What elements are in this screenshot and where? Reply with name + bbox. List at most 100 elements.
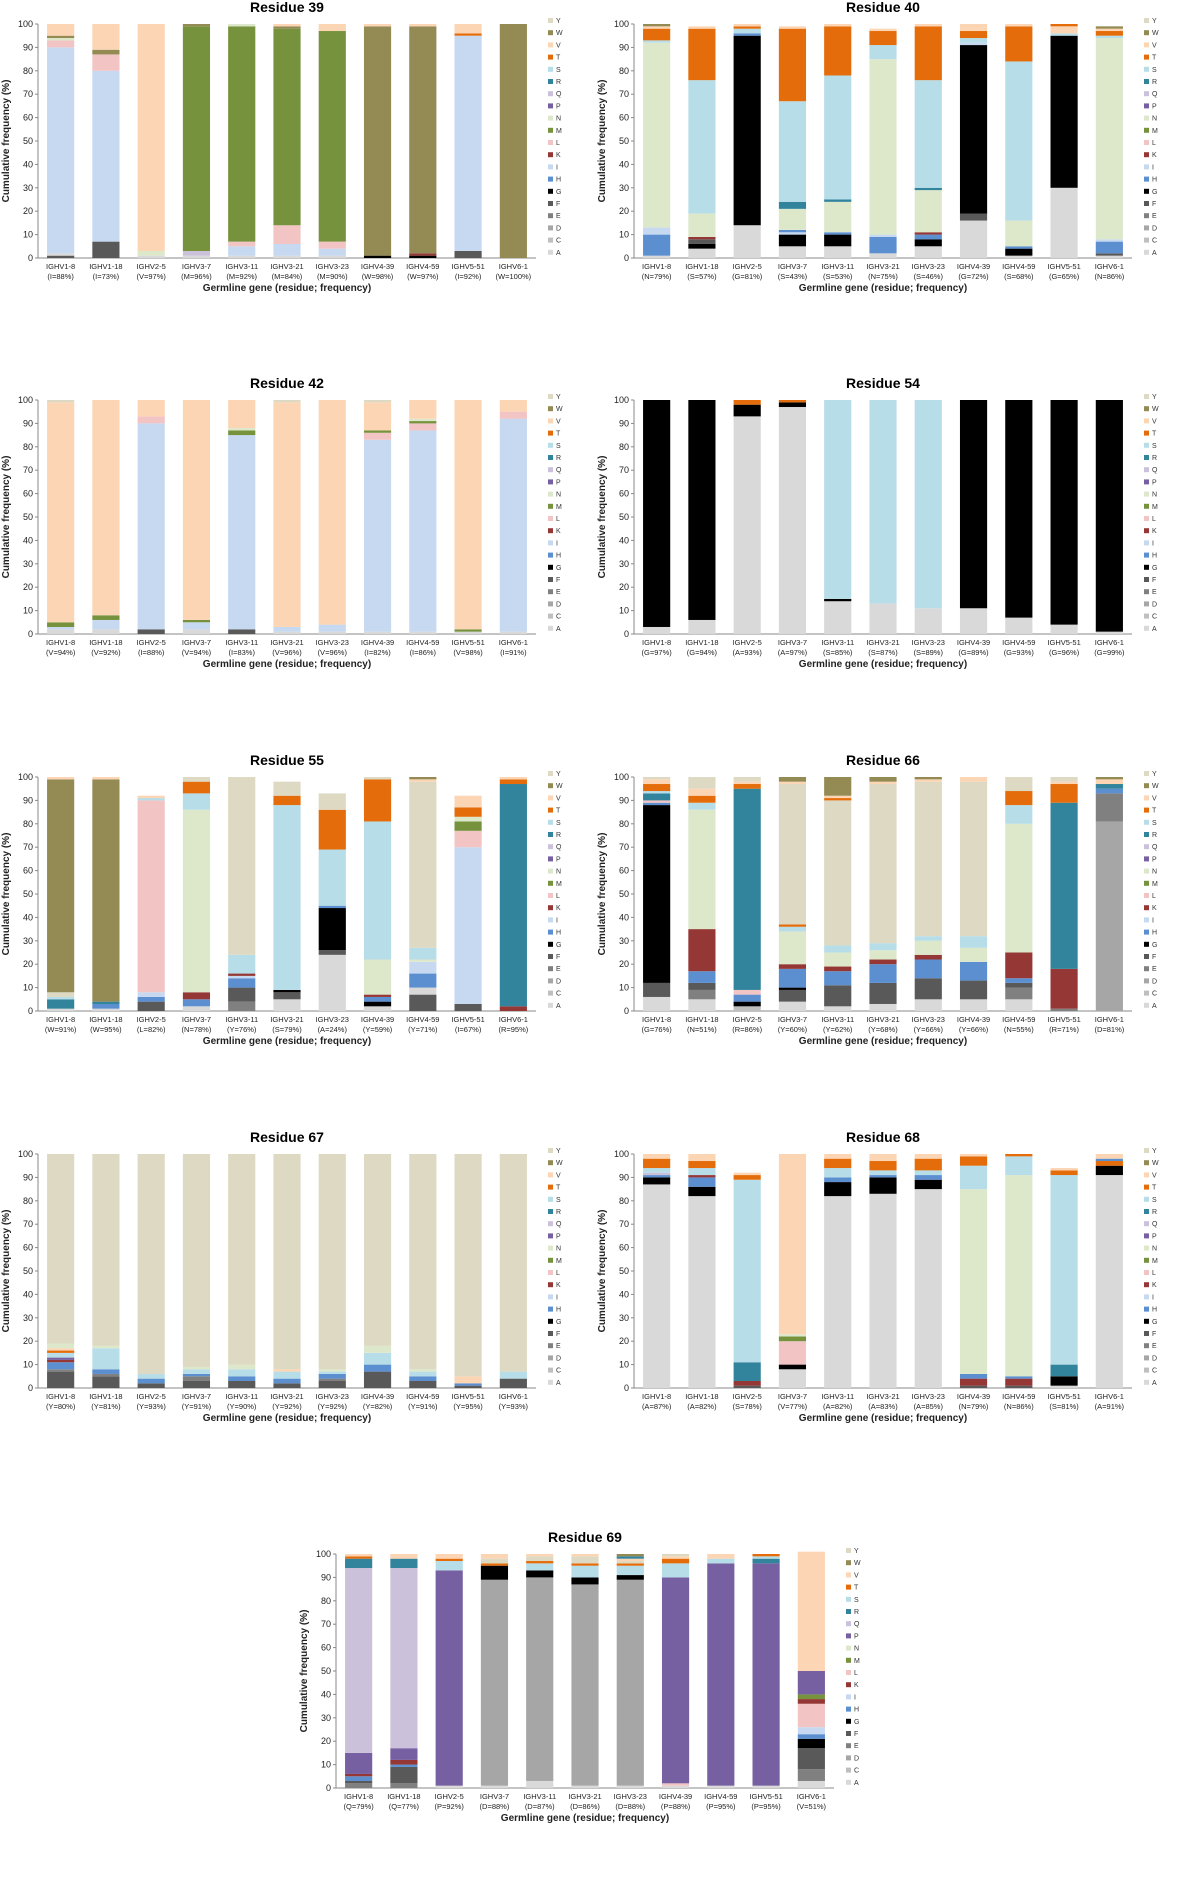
legend-swatch-D [1144, 978, 1149, 984]
bar-IGHV1-18 [92, 24, 120, 258]
bar-segment-T [1005, 26, 1033, 62]
bar-segment-R [47, 999, 75, 1009]
bar-segment-F [454, 1385, 482, 1388]
legend-label-Y: Y [556, 771, 561, 778]
bar-segment-F [318, 950, 346, 955]
x-tick-gene: IGHV3-11 [821, 1392, 854, 1401]
legend-swatch-F [548, 577, 553, 582]
bar-segment-H [959, 961, 988, 981]
bar-segment-G [824, 1182, 852, 1197]
bar-IGHV3-23 [318, 1154, 346, 1388]
legend-swatch-A [1144, 625, 1149, 631]
legend-swatch-V [548, 418, 553, 424]
bar-segment-Q [643, 1172, 671, 1176]
bar-segment-A [643, 996, 671, 1011]
legend-label-A: A [1152, 1380, 1157, 1387]
legend-swatch-D [548, 601, 553, 607]
legend-swatch-W [846, 1560, 851, 1566]
bar-segment-S [273, 1371, 301, 1379]
legend-label-H: H [1152, 930, 1157, 937]
legend-label-L: L [556, 893, 560, 900]
bar-segment-T [1005, 791, 1033, 806]
bar-segment-F [959, 1385, 988, 1388]
bar-segment-T [643, 1158, 671, 1169]
legend-label-R: R [556, 455, 561, 462]
legend-swatch-D [1144, 1355, 1149, 1361]
legend-label-F: F [556, 577, 560, 584]
bar-segment-F [778, 989, 807, 1002]
bar-segment-A [526, 1780, 554, 1788]
legend-label-K: K [1152, 528, 1157, 535]
bar-segment-N [914, 190, 942, 233]
bar-segment-N [363, 1345, 392, 1353]
bar-segment-P [707, 1563, 735, 1786]
legend-swatch-G [1144, 941, 1149, 947]
x-tick-frequency: (I=67%) [455, 1025, 482, 1034]
bar-segment-D [571, 1584, 599, 1786]
bar-segment-V [228, 400, 256, 429]
bar-segment-H [959, 1373, 988, 1379]
bar-segment-W [499, 24, 527, 258]
x-tick-frequency: (P=92%) [434, 1802, 464, 1811]
y-tick-label: 40 [321, 1689, 331, 1699]
x-tick-frequency: (N=55%) [1004, 1025, 1034, 1034]
bar-IGHV4-59 [409, 1154, 437, 1388]
bar-segment-S [47, 996, 75, 1000]
legend-swatch-Q [1144, 844, 1149, 850]
bar-segment-S [869, 400, 897, 604]
bar-segment-G [1050, 400, 1078, 625]
bar-segment-A [499, 631, 527, 634]
bar-segment-F [228, 987, 256, 1002]
x-tick-frequency: (N=75%) [868, 272, 898, 281]
bar-segment-V [643, 26, 671, 29]
bar-segment-L [643, 800, 671, 803]
bar-segment-F [959, 980, 988, 1000]
legend-label-R: R [854, 1609, 859, 1616]
legend-swatch-E [1144, 1343, 1149, 1349]
legend-swatch-R [1144, 1209, 1149, 1214]
legend-swatch-C [1144, 613, 1149, 619]
bar-IGHV3-7 [182, 24, 211, 258]
bar-segment-V [959, 1154, 988, 1157]
bar-segment-T [363, 779, 392, 822]
x-tick-frequency: (Q=79%) [344, 1802, 375, 1811]
legend-label-T: T [556, 1185, 561, 1192]
bar-segment-A [92, 1008, 120, 1011]
bar-segment-S [914, 1170, 942, 1176]
bar-segment-G [363, 255, 392, 258]
bar-segment-V [409, 400, 437, 419]
chart-title: Residue 55 [250, 752, 324, 768]
bar-segment-A [869, 253, 897, 258]
bar-segment-Y [1005, 777, 1033, 792]
bar-segment-S [182, 1369, 211, 1374]
bar-segment-S [643, 40, 671, 43]
bar-IGHV3-11 [228, 400, 256, 634]
x-tick-frequency: (V=77%) [778, 1402, 808, 1411]
bar-segment-S [959, 38, 988, 43]
bar-segment-V [499, 400, 527, 412]
bar-segment-A [1005, 999, 1033, 1011]
legend-label-H: H [854, 1707, 859, 1714]
bar-segment-N [959, 947, 988, 962]
bar-segment-V [571, 1554, 599, 1557]
bar-segment-R [778, 201, 807, 209]
y-tick-label: 10 [619, 230, 629, 240]
x-tick-frequency: (W=95%) [90, 1025, 122, 1034]
x-tick-frequency: (A=91%) [1095, 1402, 1125, 1411]
bar-segment-T [752, 1554, 780, 1557]
bar-IGHV5-51 [1050, 24, 1078, 258]
x-tick-gene: IGHV5-51 [1047, 1015, 1080, 1024]
bar-segment-S [47, 1352, 75, 1358]
legend-label-S: S [854, 1597, 859, 1604]
legend-label-S: S [1152, 1197, 1157, 1204]
bar-segment-A [869, 603, 897, 634]
bar-segment-T [824, 1158, 852, 1169]
legend-label-G: G [1152, 565, 1157, 572]
bar-IGHV3-21 [571, 1554, 599, 1788]
bar-segment-V [480, 1554, 509, 1559]
bar-segment-R [643, 793, 671, 801]
bar-segment-H [824, 1177, 852, 1183]
bar-segment-I [228, 246, 256, 256]
